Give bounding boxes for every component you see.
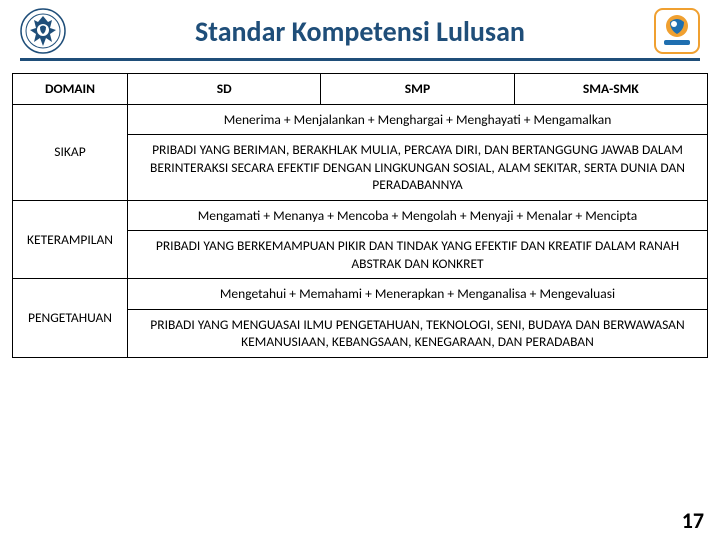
header-sma-smk: SMA-SMK: [514, 74, 707, 105]
table-row: PENGETAHUAN Mengetahui + Memahami + Mene…: [13, 279, 708, 310]
sikap-outcome: PRIBADI YANG BERIMAN, BERAKHLAK MULIA, P…: [128, 135, 708, 201]
domain-sikap: SIKAP: [13, 104, 128, 200]
domain-keterampilan: KETERAMPILAN: [13, 200, 128, 279]
slide-header: Standar Kompetensi Lulusan: [0, 0, 720, 54]
competency-table: DOMAIN SD SMP SMA-SMK SIKAP Menerima + M…: [12, 73, 708, 358]
page-number: 17: [682, 507, 704, 534]
domain-pengetahuan: PENGETAHUAN: [13, 279, 128, 358]
sikap-process: Menerima + Menjalankan + Menghargai + Me…: [128, 104, 708, 135]
slide-title: Standar Kompetensi Lulusan: [78, 14, 642, 49]
pengetahuan-process: Mengetahui + Memahami + Menerapkan + Men…: [128, 279, 708, 310]
table-row: KETERAMPILAN Mengamati + Menanya + Menco…: [13, 200, 708, 231]
header-smp: SMP: [321, 74, 514, 105]
keterampilan-outcome: PRIBADI YANG BERKEMAMPUAN PIKIR DAN TIND…: [128, 231, 708, 279]
kurikulum-logo-icon: [654, 8, 700, 54]
pengetahuan-outcome: PRIBADI YANG MENGUASAI ILMU PENGETAHUAN,…: [128, 309, 708, 357]
tut-wuri-logo-icon: [20, 8, 66, 54]
keterampilan-process: Mengamati + Menanya + Mencoba + Mengolah…: [128, 200, 708, 231]
header-sd: SD: [128, 74, 321, 105]
table-header-row: DOMAIN SD SMP SMA-SMK: [13, 74, 708, 105]
table-row: SIKAP Menerima + Menjalankan + Mengharga…: [13, 104, 708, 135]
header-domain: DOMAIN: [13, 74, 128, 105]
title-underline: [20, 58, 700, 61]
